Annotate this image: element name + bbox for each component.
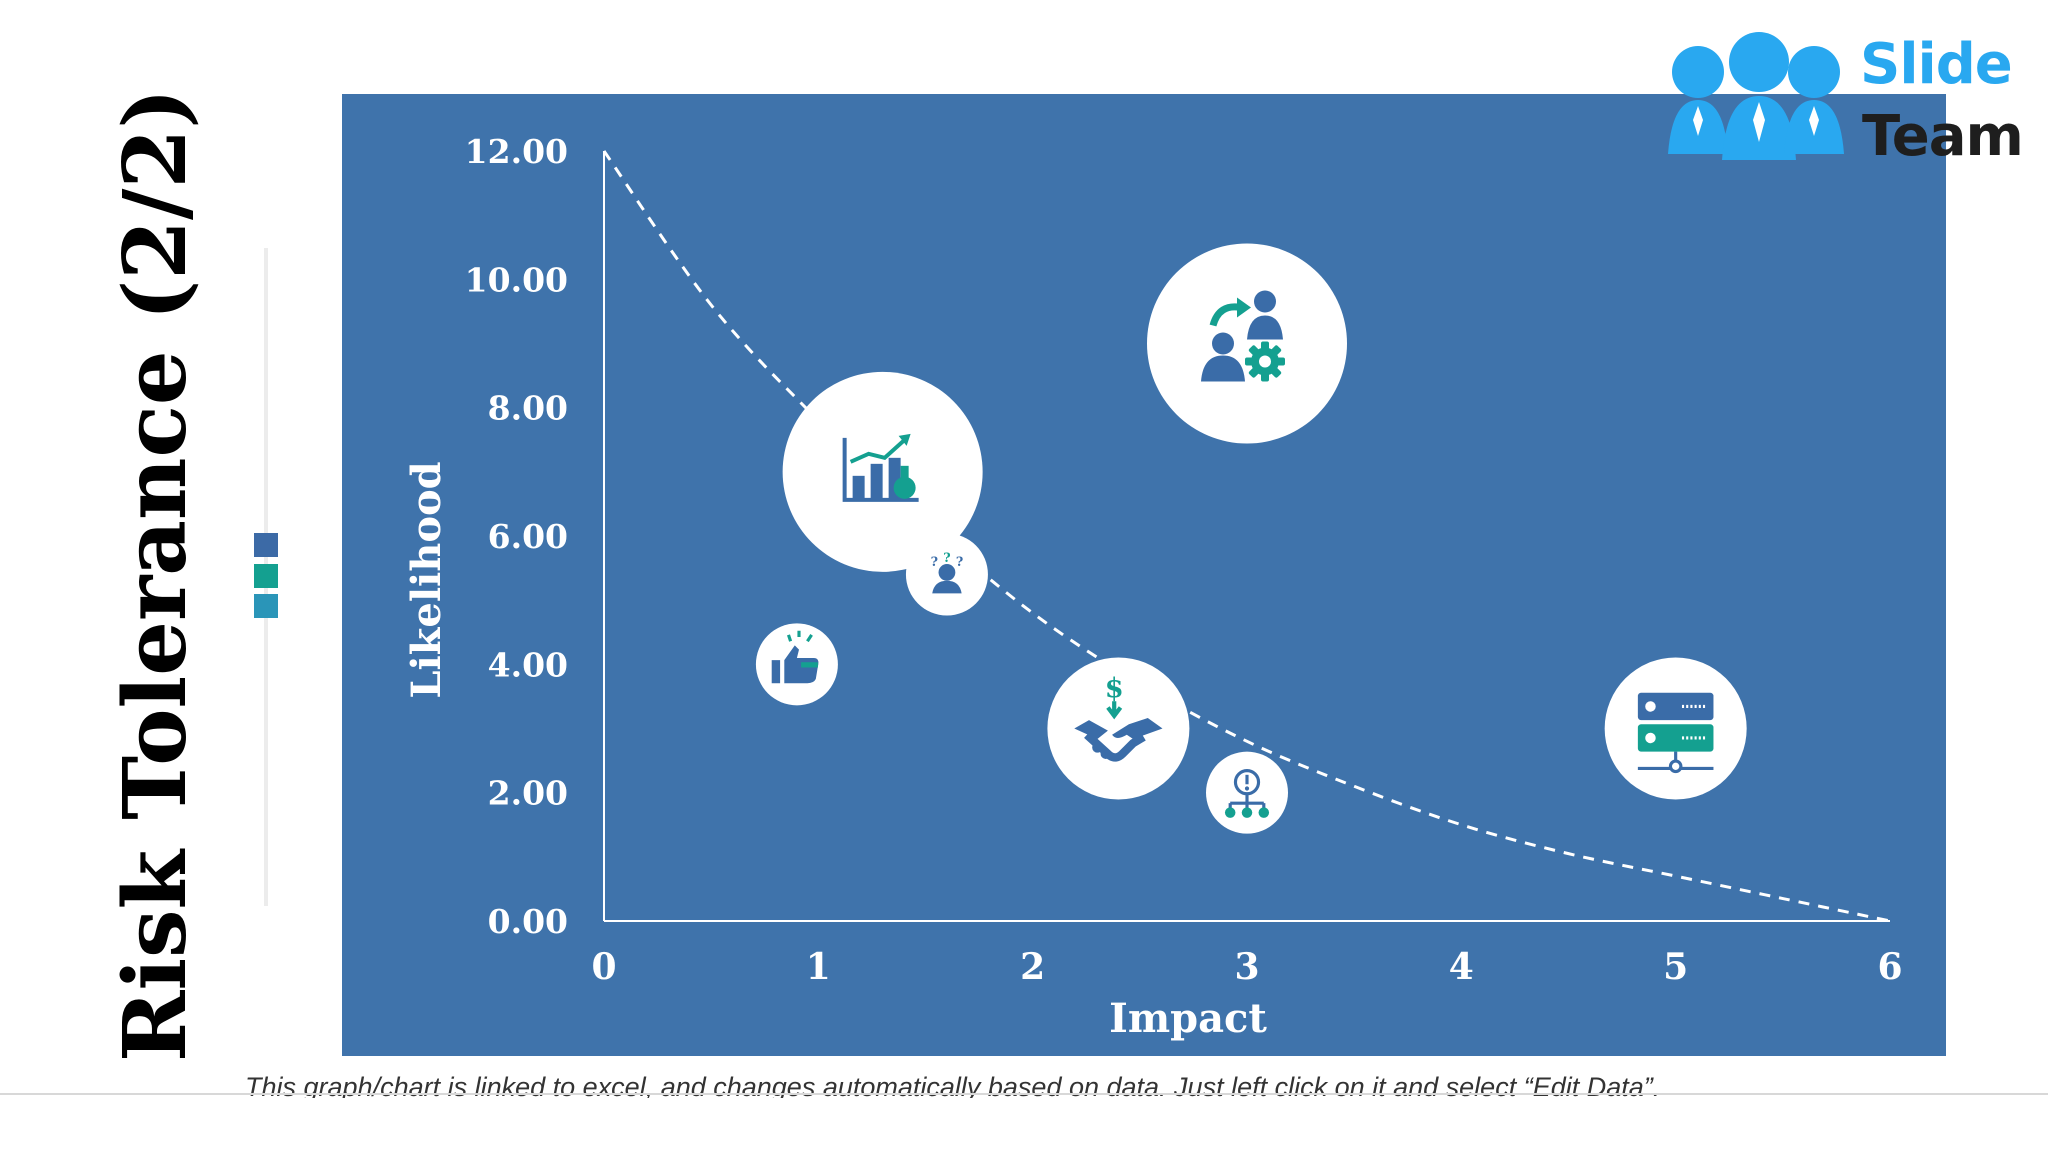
scatter-point[interactable]	[755, 623, 838, 706]
y-tick-label: 2.00	[488, 774, 568, 813]
x-tick-label: 0	[591, 946, 616, 988]
accent-square-cyan	[254, 594, 278, 618]
x-tick-label: 4	[1449, 946, 1474, 988]
y-axis-label: Likelihood	[403, 461, 450, 698]
x-tick-label: 5	[1663, 946, 1688, 988]
x-tick-label: 3	[1234, 946, 1259, 988]
accent-square-blue	[254, 533, 278, 557]
logo-text-team: Team	[1862, 104, 2024, 169]
accent-square-teal	[254, 564, 278, 588]
handshake-money-icon: $	[1074, 672, 1163, 762]
scatter-points: ? ? ? $	[755, 243, 1747, 834]
logo-people-icon	[1668, 32, 1844, 160]
scatter-point[interactable]	[782, 371, 983, 572]
y-tick-label: 6.00	[488, 517, 568, 556]
thumbs-up-icon	[771, 630, 819, 684]
team-transfer-gear-icon	[1201, 290, 1285, 382]
svg-text:$: $	[1105, 672, 1124, 704]
x-tick-label: 1	[806, 946, 831, 988]
scatter-point[interactable]	[1604, 657, 1747, 800]
confused-person-icon: ? ? ?	[931, 550, 963, 594]
y-tick-label: 4.00	[488, 645, 568, 684]
scatter-point[interactable]: $	[1047, 657, 1190, 800]
svg-text:?: ?	[943, 550, 950, 565]
point-marker	[1147, 243, 1347, 444]
y-tick-label: 8.00	[488, 389, 568, 428]
y-tick-label: 10.00	[465, 260, 568, 299]
svg-text:?: ?	[956, 554, 963, 569]
x-axis-label: Impact	[1109, 995, 1267, 1042]
slideteam-logo	[1664, 28, 2024, 168]
scatter-point[interactable]	[1147, 243, 1347, 444]
growth-chart-icon	[842, 433, 919, 502]
title-container: Risk Tolerance (2/2)	[100, 88, 210, 1062]
x-tick-label: 6	[1877, 946, 1902, 988]
y-tick-label: 0.00	[488, 902, 568, 941]
slide-title: Risk Tolerance (2/2)	[104, 88, 206, 1063]
point-marker	[1047, 657, 1190, 800]
svg-text:?: ?	[931, 554, 938, 569]
scatter-point[interactable]: ? ? ?	[905, 533, 988, 616]
chart-axes	[603, 151, 1890, 922]
server-network-icon	[1637, 692, 1714, 774]
y-tick-label: 12.00	[465, 132, 568, 171]
logo-text-slide: Slide	[1860, 32, 2013, 97]
bottom-divider	[0, 1093, 2048, 1095]
y-tick-labels: 0.00 2.00 4.00 6.00 8.00 10.00 12.00	[465, 132, 568, 941]
scatter-point[interactable]	[1206, 751, 1288, 834]
network-alert-icon	[1224, 769, 1270, 818]
x-tick-label: 2	[1020, 946, 1045, 988]
risk-scatter-chart[interactable]: 0.00 2.00 4.00 6.00 8.00 10.00 12.00 0 1 2 3 4 5 6	[342, 94, 1946, 1056]
chart-panel[interactable]: 0.00 2.00 4.00 6.00 8.00 10.00 12.00 0 1 2 3 4 5 6	[342, 94, 1946, 1056]
x-tick-labels: 0 1 2 3 4 5 6	[591, 946, 1902, 988]
trend-curve	[602, 150, 1891, 923]
